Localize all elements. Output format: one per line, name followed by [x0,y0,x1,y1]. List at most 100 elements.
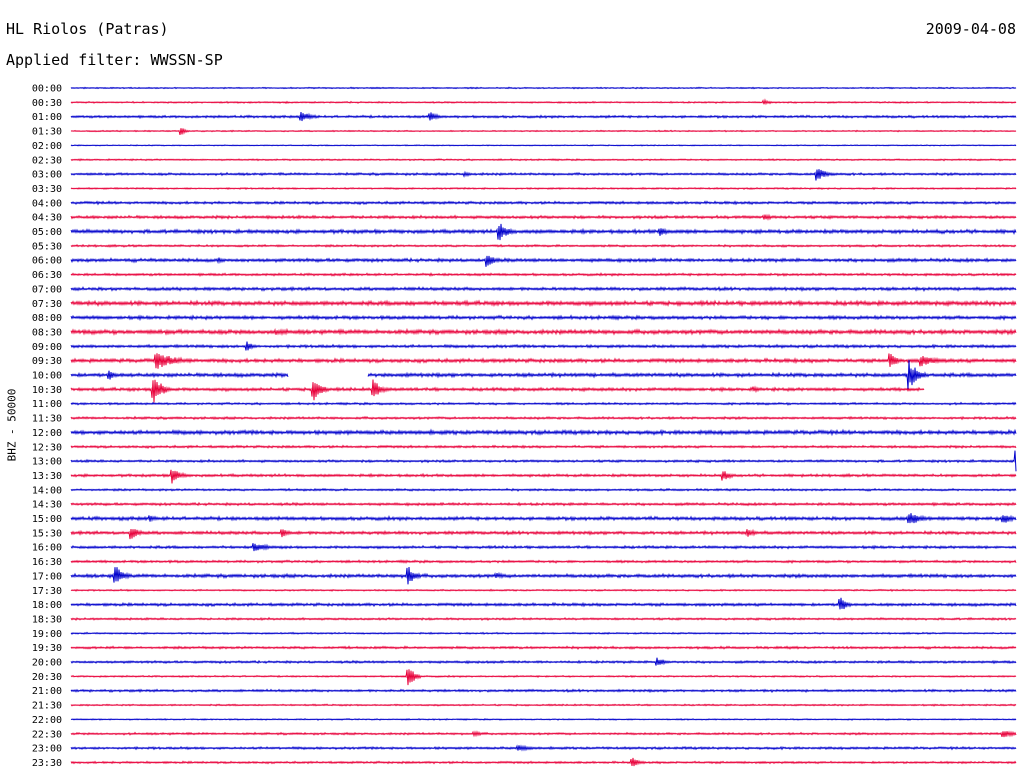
row-time-label: 22:30 [32,729,62,740]
trace-row [70,566,1017,585]
trace-row [70,379,925,403]
trace-row [70,86,1017,90]
row-time-label: 03:00 [32,170,62,181]
trace-row [70,450,1017,472]
record-date: 2009-04-08 [925,20,1016,38]
row-time-label: 07:00 [32,284,62,295]
row-time-label: 04:00 [32,198,62,209]
station-title: HL Riolos (Patras) [6,20,169,38]
trace-row [70,272,1017,278]
trace-row [70,128,1017,136]
trace-row [70,528,1017,540]
trace-row [70,559,1017,564]
row-time-label: 12:30 [32,442,62,453]
row-time-label: 19:30 [32,643,62,654]
row-time-label: 20:00 [32,658,62,669]
trace-row [70,223,1017,241]
trace-row [70,501,1017,507]
row-time-label: 11:00 [32,399,62,410]
trace-row [70,169,1017,181]
row-time-label: 03:30 [32,184,62,195]
trace-row [70,158,1017,162]
row-time-label: 02:30 [32,155,62,166]
row-time-label: 14:00 [32,485,62,496]
trace-row [70,616,1017,622]
row-time-label: 21:30 [32,701,62,712]
trace-row [70,487,1017,492]
trace-row [70,588,1017,592]
trace-row [70,255,1017,267]
trace-row [70,341,1017,351]
trace-row [70,543,1017,552]
row-time-label: 18:00 [32,600,62,611]
row-time-label: 10:00 [32,371,62,382]
row-time-label: 08:00 [32,313,62,324]
row-time-label: 07:30 [32,299,62,310]
row-time-label: 13:00 [32,457,62,468]
row-time-label: 15:00 [32,514,62,525]
trace-row [70,669,1017,686]
trace-row [70,401,1017,406]
row-time-label: 08:30 [32,327,62,338]
trace-row [70,631,1017,635]
trace-row [70,243,1017,249]
trace-row [70,186,1017,191]
filter-label: Applied filter: WWSSN-SP [6,51,223,69]
trace-row [70,353,1017,369]
trace-row [70,285,1017,293]
row-time-label: 19:00 [32,629,62,640]
row-time-label: 09:30 [32,356,62,367]
trace-row [70,327,1017,336]
row-time-label: 00:30 [32,98,62,109]
row-time-label: 23:00 [32,744,62,755]
row-time-label: 13:30 [32,471,62,482]
trace-row [70,359,1017,390]
row-time-label: 22:00 [32,715,62,726]
trace-row [70,111,1017,122]
trace-row [70,415,1017,421]
row-time-label: 04:30 [32,213,62,224]
row-time-label: 12:00 [32,428,62,439]
row-time-label: 06:00 [32,256,62,267]
trace-row [70,299,1017,308]
row-time-label: 06:30 [32,270,62,281]
trace-row [70,597,1017,610]
row-time-label: 09:00 [32,342,62,353]
trace-row [70,703,1017,707]
row-time-label: 01:30 [32,127,62,138]
row-time-label: 21:00 [32,686,62,697]
trace-row [70,314,1017,322]
trace-row [70,513,1017,524]
trace-row [70,757,1017,767]
row-time-label: 11:30 [32,414,62,425]
trace-row [70,444,1017,450]
trace-row [70,200,1017,206]
row-time-label: 00:00 [32,84,62,95]
row-time-label: 23:30 [32,758,62,769]
row-time-label: 16:30 [32,557,62,568]
trace-row [70,98,1017,106]
trace-row [70,213,1017,221]
row-time-label: 20:30 [32,672,62,683]
row-time-label: 14:30 [32,500,62,511]
trace-row [70,688,1017,694]
trace-row [70,717,1017,721]
row-time-label: 16:00 [32,543,62,554]
row-time-label: 15:30 [32,528,62,539]
trace-row [70,744,1017,752]
trace-row [70,730,1017,738]
row-time-label: 02:00 [32,141,62,152]
row-time-label: 18:30 [32,614,62,625]
trace-row [70,428,1017,437]
trace-row [70,645,1017,651]
row-time-label: 05:30 [32,241,62,252]
row-time-label: 05:00 [32,227,62,238]
row-time-label: 17:00 [32,571,62,582]
row-time-label: 01:00 [32,112,62,123]
row-time-label: 17:30 [32,586,62,597]
trace-row [70,469,1017,484]
row-time-label: 10:30 [32,385,62,396]
trace-row [70,144,1017,147]
trace-row [70,657,1017,666]
